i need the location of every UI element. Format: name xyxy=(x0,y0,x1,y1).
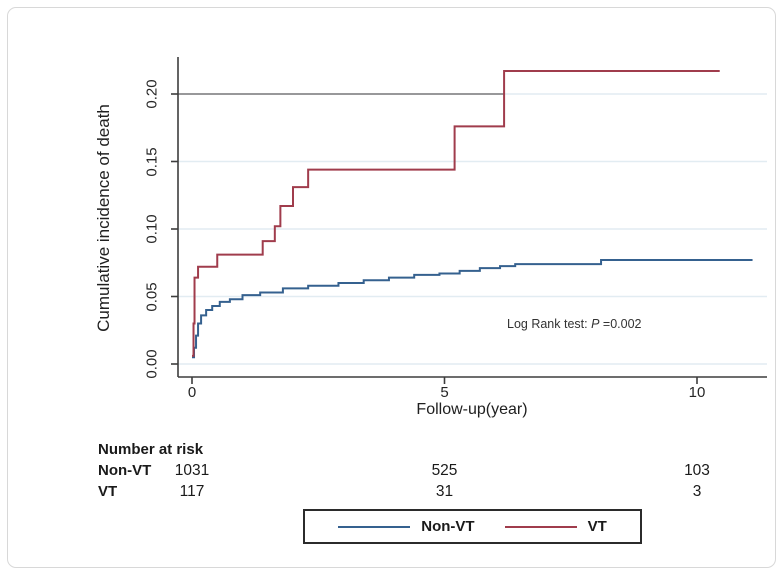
legend-label: Non-VT xyxy=(421,518,475,535)
legend-label: VT xyxy=(587,518,607,535)
risk-count: 1031 xyxy=(174,462,210,479)
legend: Non-VT VT xyxy=(303,509,642,544)
log-rank-p-value: =0.002 xyxy=(599,317,642,331)
x-tick-label-0: 0 xyxy=(187,384,197,401)
log-rank-annotation: Log Rank test: P =0.002 xyxy=(507,317,641,331)
figure-border xyxy=(7,7,776,568)
curve-non-vt xyxy=(192,259,753,359)
legend-line-sample xyxy=(338,525,411,528)
x-tick-label-5: 5 xyxy=(440,384,449,401)
risk-count: 117 xyxy=(179,483,205,500)
curve-vt xyxy=(192,70,720,357)
risk-count: 525 xyxy=(431,462,458,479)
risk-row-label-non-vt: Non-VT xyxy=(98,462,152,479)
log-rank-p-symbol: P xyxy=(591,317,600,331)
risk-count: 3 xyxy=(692,483,702,500)
legend-item-vt: VT xyxy=(504,518,607,535)
log-rank-text: Log Rank test: xyxy=(507,317,592,331)
y-tick-label-0.10: 0.10 xyxy=(143,214,161,244)
y-tick-label-0.15: 0.15 xyxy=(143,146,161,177)
y-tick-label-0.05: 0.05 xyxy=(143,281,161,312)
risk-row-label-vt: VT xyxy=(98,483,118,500)
risk-count: 103 xyxy=(684,462,710,479)
x-axis-title: Follow-up(year) xyxy=(416,401,528,418)
risk-count: 31 xyxy=(435,483,454,500)
y-tick-label-0.20: 0.20 xyxy=(143,79,161,109)
legend-line-sample xyxy=(504,525,577,528)
risk-table-header: Number at risk xyxy=(98,441,204,458)
x-tick-label-10: 10 xyxy=(688,384,706,401)
y-tick-label-0.00: 0.00 xyxy=(143,349,161,379)
y-axis-title: Cumulative incidence of death xyxy=(94,104,113,332)
legend-item-non-vt: Non-VT xyxy=(338,518,475,535)
